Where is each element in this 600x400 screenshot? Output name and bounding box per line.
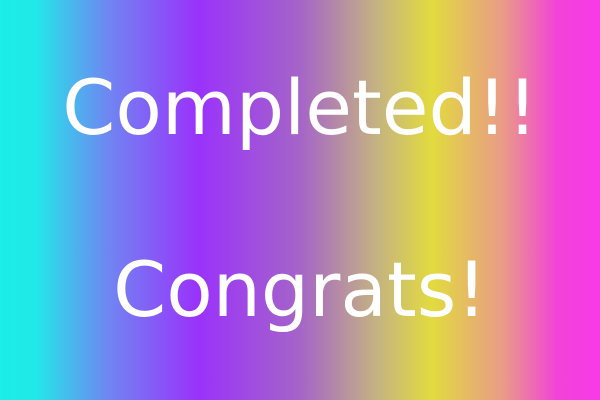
completed-heading: Completed!!	[62, 63, 538, 152]
congrats-message: Congrats!	[113, 245, 487, 334]
